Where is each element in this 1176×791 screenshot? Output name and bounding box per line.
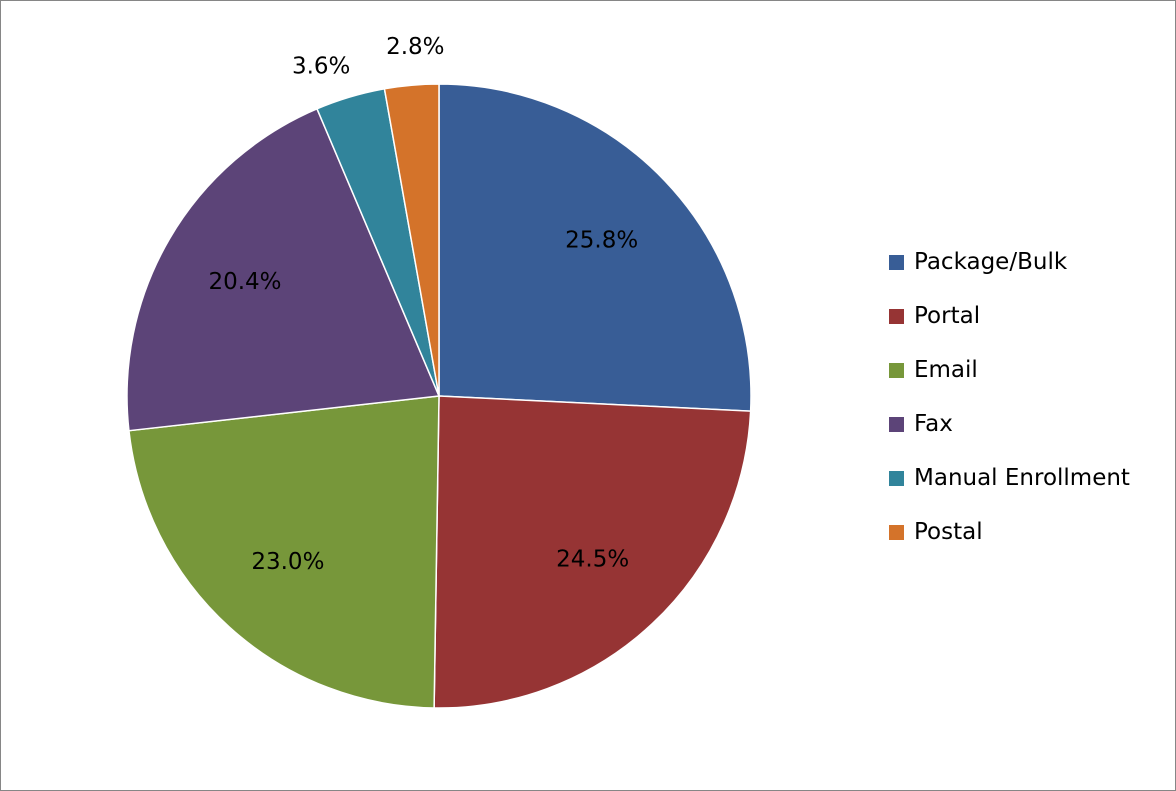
legend-swatch <box>889 471 904 486</box>
pie-slice-email <box>128 395 440 709</box>
pie-slice-postal <box>383 83 440 397</box>
legend-label: Portal <box>914 303 981 329</box>
legend-swatch <box>889 525 904 540</box>
data-label-portal: 24.5% <box>556 546 629 572</box>
data-label-package-bulk: 25.8% <box>565 228 638 254</box>
legend-item: Postal <box>889 517 1130 571</box>
legend-label: Email <box>914 357 978 383</box>
legend-item: Package/Bulk <box>889 247 1130 301</box>
legend-swatch <box>889 255 904 270</box>
legend-item: Manual Enrollment <box>889 463 1130 517</box>
legend-label: Fax <box>914 411 953 437</box>
legend-label: Postal <box>914 519 983 545</box>
legend-label: Manual Enrollment <box>914 465 1130 491</box>
legend-swatch <box>889 363 904 378</box>
legend-swatch <box>889 417 904 432</box>
pie-slice-portal <box>433 395 752 709</box>
legend-item: Fax <box>889 409 1130 463</box>
chart-legend: Package/Bulk Portal Email Fax Manual Enrollm… <box>889 247 1130 571</box>
data-label-email: 23.0% <box>251 549 324 575</box>
data-label-manual-enrollment: 3.6% <box>292 54 350 80</box>
data-label-fax: 20.4% <box>208 269 281 295</box>
data-label-postal: 2.8% <box>386 34 444 60</box>
legend-swatch <box>889 309 904 324</box>
legend-item: Email <box>889 355 1130 409</box>
pie-slice-package-bulk <box>438 83 752 412</box>
legend-label: Package/Bulk <box>914 249 1068 275</box>
pie-slice-fax <box>126 107 441 432</box>
legend-item: Portal <box>889 301 1130 355</box>
